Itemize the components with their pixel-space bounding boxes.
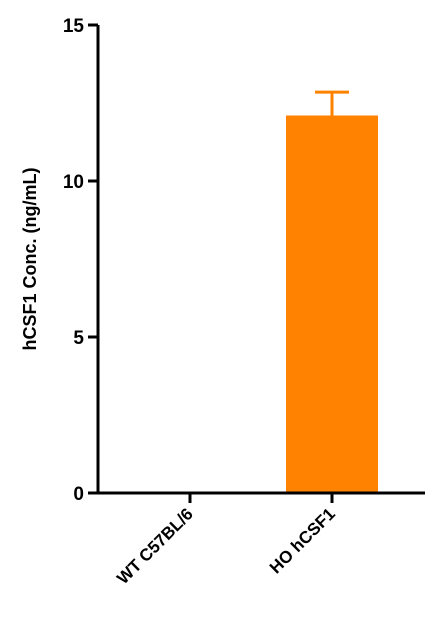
y-tick-label: 5 xyxy=(73,328,84,349)
y-tick-label: 10 xyxy=(63,172,84,193)
y-ticks-group: 0 5 10 15 xyxy=(63,16,98,505)
error-bars-group xyxy=(315,90,349,116)
y-tick-label: 15 xyxy=(63,16,85,37)
bars-group xyxy=(286,115,378,493)
y-axis-title: hCSF1 Conc. (ng/mL) xyxy=(20,168,40,351)
bar xyxy=(286,115,378,493)
x-ticks-group: WT C57BL/6 HO hCSF1 xyxy=(113,493,339,588)
x-category-label: WT C57BL/6 xyxy=(113,504,197,588)
plot-area: 0 5 10 15 WT C57BL/6 HO hCSF1 xyxy=(63,16,425,588)
y-tick-label: 0 xyxy=(73,484,84,505)
x-category-label: HO hCSF1 xyxy=(266,504,339,577)
